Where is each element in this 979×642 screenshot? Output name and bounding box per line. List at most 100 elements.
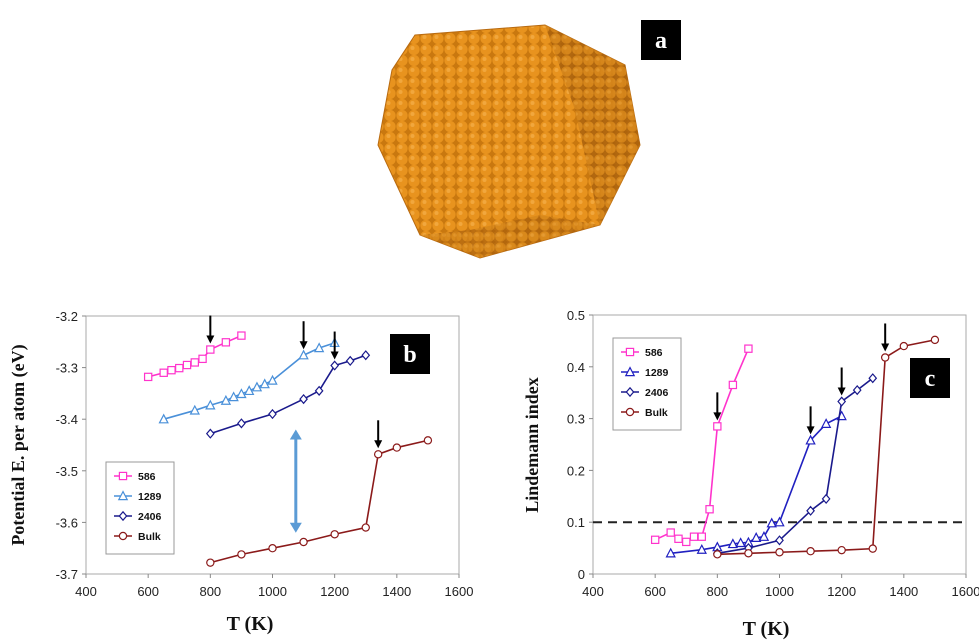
x-tick-label: 600 (137, 584, 159, 599)
data-point (705, 505, 714, 514)
data-point (159, 368, 168, 377)
y-tick-label: 0.3 (567, 412, 585, 427)
x-tick-label: 1600 (952, 584, 979, 599)
data-point (689, 532, 699, 541)
data-point (820, 418, 832, 428)
legend-marker (118, 510, 128, 522)
data-point (167, 365, 176, 375)
legend-marker (625, 347, 635, 357)
data-point (175, 363, 184, 373)
melting-arrow (837, 367, 846, 396)
data-point (158, 413, 169, 424)
y-tick-label: -3.7 (56, 567, 78, 582)
data-point (330, 360, 340, 371)
svg-text:c: c (925, 366, 936, 392)
data-point (198, 354, 207, 364)
x-tick-label: 1200 (827, 584, 856, 599)
energy-gap-arrow (289, 429, 302, 533)
data-point (880, 353, 890, 362)
legend-entry-1289: 1289 (621, 366, 669, 379)
melting-arrow (806, 406, 815, 435)
data-point (750, 532, 762, 542)
x-tick-label: 1400 (889, 584, 918, 599)
data-point (713, 550, 722, 559)
melting-arrow (713, 392, 722, 421)
y-axis-title-c: Lindemann index (522, 377, 542, 513)
data-point (713, 422, 722, 431)
y-tick-label: 0.5 (567, 308, 585, 323)
legend-label: Bulk (645, 407, 668, 419)
legend-marker (624, 366, 636, 377)
data-point (852, 384, 862, 396)
data-point (392, 443, 402, 452)
svg-text:b: b (403, 342, 416, 368)
y-tick-label: 0.4 (567, 360, 585, 375)
y-tick-label: -3.6 (56, 515, 78, 530)
legend-label: Bulk (138, 531, 161, 543)
data-point (373, 450, 383, 459)
data-point (868, 373, 878, 384)
y-tick-label: -3.4 (56, 412, 78, 427)
legend-label: 1289 (138, 491, 162, 503)
data-point (313, 342, 325, 353)
data-point (837, 545, 846, 555)
legend-b: 586 1289 2406 Bulk (105, 461, 175, 555)
data-point (361, 350, 371, 361)
data-point (236, 388, 247, 399)
y-tick-label: 0.2 (567, 463, 585, 478)
data-point (361, 523, 370, 532)
data-point (930, 335, 940, 345)
data-point (766, 517, 777, 528)
data-point (182, 360, 192, 370)
data-point (837, 396, 847, 407)
legend-entry-bulk: Bulk (114, 531, 161, 543)
data-point (665, 547, 676, 558)
data-point (237, 418, 246, 429)
data-point (674, 534, 683, 543)
legend-entry-1289: 1289 (114, 490, 162, 503)
series-bulk (713, 335, 940, 559)
x-axis-title-c: T (K) (743, 618, 790, 640)
legend-marker (118, 471, 128, 481)
data-point (775, 548, 784, 557)
data-point (666, 528, 675, 537)
legend-entry-586: 586 (621, 347, 663, 359)
x-tick-label: 1000 (765, 584, 794, 599)
data-point (774, 516, 785, 527)
x-tick-label: 1600 (445, 584, 474, 599)
data-point (314, 385, 324, 396)
data-point (228, 391, 239, 402)
melting-arrow (374, 420, 383, 449)
data-point (237, 550, 246, 559)
x-tick-label: 400 (582, 584, 604, 599)
legend-entry-586: 586 (114, 471, 156, 483)
potential-energy-chart: 400 600 800 1000 1200 1400 1600 -3.2 -3.3 -3.4 -3.… (8, 309, 473, 635)
series-2406 (205, 350, 371, 439)
series-586 (143, 331, 246, 382)
data-point (299, 393, 308, 405)
data-point (237, 331, 246, 340)
data-point (806, 505, 815, 516)
data-point (696, 543, 707, 554)
data-point (259, 378, 270, 389)
legend-entry-2406: 2406 (114, 510, 162, 523)
data-point (268, 408, 277, 420)
svg-text:a: a (655, 28, 667, 54)
y-tick-label: -3.2 (56, 309, 78, 324)
data-point (189, 404, 200, 415)
data-point (423, 436, 433, 445)
series-bulk (206, 436, 433, 567)
data-point (205, 399, 216, 410)
data-point (298, 349, 309, 360)
data-point (190, 358, 199, 367)
y-tick-label: -3.5 (56, 464, 78, 479)
data-point (221, 338, 231, 347)
legend-entry-2406: 2406 (621, 386, 669, 399)
data-point (345, 355, 355, 367)
legend-label: 2406 (645, 387, 669, 399)
data-point (744, 549, 753, 558)
data-point (758, 531, 770, 541)
x-tick-label: 600 (644, 584, 666, 599)
legend-marker (625, 407, 635, 417)
data-point (805, 434, 816, 445)
